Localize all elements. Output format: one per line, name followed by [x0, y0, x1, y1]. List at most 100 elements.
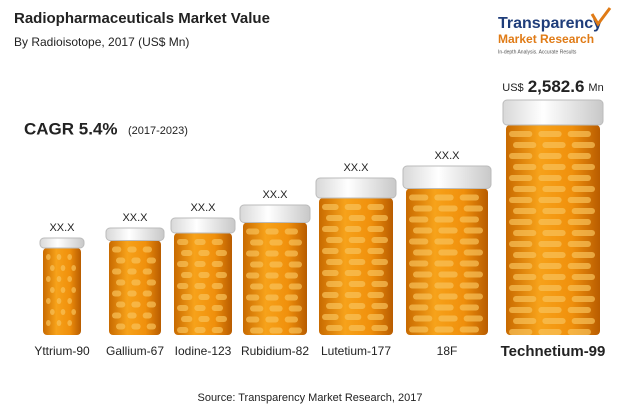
pill	[211, 239, 223, 245]
pill	[538, 329, 562, 335]
pill	[177, 261, 189, 267]
brand-logo	[590, 7, 612, 27]
pill	[116, 301, 126, 308]
pill	[409, 194, 429, 201]
pill	[250, 283, 264, 290]
pill	[413, 249, 433, 256]
pill	[571, 208, 595, 214]
bottle-cap	[402, 165, 492, 189]
pill	[567, 153, 591, 159]
pill	[567, 197, 591, 203]
pill	[367, 270, 384, 276]
cagr-period: (2017-2023)	[128, 125, 188, 137]
pill	[198, 250, 210, 256]
bottle-cap	[39, 237, 85, 249]
pill	[181, 316, 193, 322]
pill	[434, 326, 454, 333]
category-label: Technetium-99	[501, 343, 606, 360]
pill	[265, 316, 279, 323]
pill	[567, 175, 591, 181]
pill	[438, 249, 458, 256]
bottle-body	[109, 240, 161, 335]
pill	[538, 307, 562, 313]
pill	[567, 131, 591, 137]
pill	[112, 290, 122, 297]
pill	[367, 248, 384, 254]
pill	[215, 294, 227, 300]
pill	[142, 312, 152, 319]
pill	[538, 197, 562, 203]
pill	[434, 260, 454, 267]
pill	[288, 261, 302, 268]
pill	[246, 294, 260, 301]
pill	[438, 227, 458, 234]
pill	[459, 326, 479, 333]
pill	[131, 257, 141, 264]
pill	[215, 250, 227, 256]
pill	[284, 294, 298, 301]
pill	[542, 164, 566, 170]
pill	[194, 305, 206, 311]
pill	[181, 272, 193, 278]
pill	[181, 250, 193, 256]
bottle-cap	[315, 177, 397, 199]
pill	[463, 227, 483, 234]
pill	[413, 227, 433, 234]
chart-subtitle: By Radioisotope, 2017 (US$ Mn)	[14, 35, 189, 49]
pill	[56, 298, 62, 304]
pill	[371, 325, 388, 331]
pill	[198, 294, 210, 300]
bottle-body	[319, 198, 393, 335]
pill	[538, 241, 562, 247]
bottle	[39, 237, 85, 335]
pill	[513, 274, 537, 280]
pill	[413, 315, 433, 322]
bottle-cap	[239, 204, 311, 223]
pill	[326, 281, 343, 287]
pill	[60, 287, 66, 293]
pill	[513, 164, 537, 170]
pill	[513, 208, 537, 214]
pill	[127, 246, 137, 253]
pill	[509, 263, 533, 269]
pill	[571, 318, 595, 324]
bottle	[105, 227, 165, 335]
pill	[434, 216, 454, 223]
pill	[542, 230, 566, 236]
pill	[322, 204, 339, 210]
pill	[265, 294, 279, 301]
pill	[409, 216, 429, 223]
pill	[459, 260, 479, 267]
pill	[542, 274, 566, 280]
brand-tagline: In-depth Analysis. Accurate Results	[498, 49, 577, 55]
pill	[56, 254, 62, 260]
pill	[344, 204, 362, 210]
pill	[194, 239, 206, 245]
value-suffix: Mn	[588, 82, 603, 94]
pill	[46, 276, 51, 282]
pill	[571, 142, 595, 148]
pill	[513, 252, 537, 258]
pill	[181, 294, 193, 300]
brand-name: Transparency	[498, 15, 602, 32]
pill	[513, 318, 537, 324]
pill	[211, 305, 223, 311]
pill	[322, 248, 339, 254]
pill	[371, 281, 388, 287]
pill	[146, 323, 156, 330]
pill	[459, 216, 479, 223]
value-label: XX.X	[343, 162, 369, 174]
pill	[409, 238, 429, 245]
pill	[409, 304, 429, 311]
pill	[67, 254, 72, 260]
bottle-cap	[502, 99, 604, 126]
pill	[246, 316, 260, 323]
pill	[265, 228, 279, 235]
pill	[348, 259, 366, 265]
pill	[571, 274, 595, 280]
pill	[371, 259, 388, 265]
pill	[215, 316, 227, 322]
bottle	[315, 177, 397, 335]
pill	[538, 219, 562, 225]
pill	[538, 131, 562, 137]
